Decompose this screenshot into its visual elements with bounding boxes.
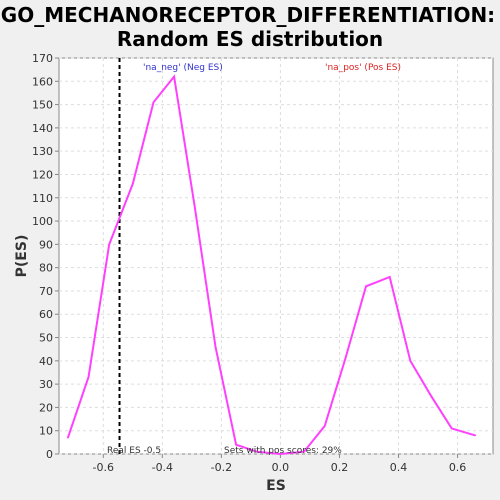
data-point bbox=[388, 276, 391, 278]
series-line-es-distribution bbox=[66, 74, 476, 456]
x-tick-label: 0.2 bbox=[331, 461, 349, 474]
data-point bbox=[409, 360, 412, 362]
y-tick-label: 140 bbox=[32, 122, 53, 135]
y-tick-label: 170 bbox=[32, 52, 53, 65]
axis-ticks: 0 10 20 30 40 50 60 70 80 90 100 110 120 130 140 150 160… bbox=[32, 52, 466, 474]
real-es-label: Real ES -0.5 bbox=[107, 446, 161, 456]
data-point bbox=[323, 425, 326, 427]
pos-es-label: 'na_pos' (Pos ES) bbox=[325, 63, 401, 73]
data-point bbox=[67, 436, 69, 439]
x-axis-label: ES bbox=[266, 478, 286, 494]
data-point bbox=[87, 376, 90, 378]
data-point bbox=[214, 346, 217, 348]
y-tick-label: 70 bbox=[39, 285, 53, 298]
data-point bbox=[430, 394, 432, 397]
y-tick-label: 60 bbox=[39, 308, 53, 321]
data-point bbox=[173, 75, 175, 78]
plot-area bbox=[58, 57, 494, 455]
y-tick-label: 150 bbox=[32, 99, 53, 112]
chart-title-line1: GO_MECHANORECEPTOR_DIFFERENTIATION: bbox=[1, 3, 495, 27]
data-point bbox=[132, 182, 134, 185]
grid-lines bbox=[59, 57, 493, 455]
x-tick-label: 0.4 bbox=[390, 461, 408, 474]
y-axis-label: P(ES) bbox=[14, 235, 30, 278]
y-tick-label: 0 bbox=[46, 448, 53, 461]
x-tick-label: 0.6 bbox=[449, 461, 467, 474]
x-tick-label: -0.6 bbox=[93, 461, 114, 474]
y-tick-label: 30 bbox=[39, 378, 53, 391]
y-tick-label: 50 bbox=[39, 332, 53, 345]
data-point bbox=[365, 285, 367, 288]
data-point bbox=[235, 443, 237, 446]
y-tick-label: 90 bbox=[39, 238, 53, 251]
data-point bbox=[303, 450, 305, 453]
data-point bbox=[152, 101, 155, 104]
data-point bbox=[194, 206, 196, 208]
chart-title-line2: Random ES distribution bbox=[117, 27, 383, 51]
y-tick-label: 110 bbox=[32, 192, 53, 205]
pos-scores-label: Sets with pos scores: 29% bbox=[224, 446, 342, 456]
neg-es-label: 'na_neg' (Neg ES) bbox=[143, 63, 223, 73]
data-point bbox=[256, 450, 258, 453]
y-tick-label: 40 bbox=[39, 355, 53, 368]
y-tick-label: 100 bbox=[32, 215, 53, 228]
y-tick-label: 80 bbox=[39, 262, 53, 275]
y-tick-label: 130 bbox=[32, 145, 53, 158]
y-tick-label: 10 bbox=[39, 425, 53, 438]
y-tick-label: 160 bbox=[32, 75, 53, 88]
x-tick-label: -0.4 bbox=[152, 461, 173, 474]
data-point bbox=[108, 243, 110, 246]
data-point bbox=[279, 453, 282, 455]
x-tick-label: -0.2 bbox=[211, 461, 232, 474]
data-point bbox=[344, 357, 347, 360]
y-tick-label: 20 bbox=[39, 401, 53, 414]
data-point bbox=[474, 434, 477, 437]
x-tick-label: 0.0 bbox=[272, 461, 290, 474]
data-point bbox=[450, 427, 453, 430]
y-tick-label: 120 bbox=[32, 168, 53, 181]
